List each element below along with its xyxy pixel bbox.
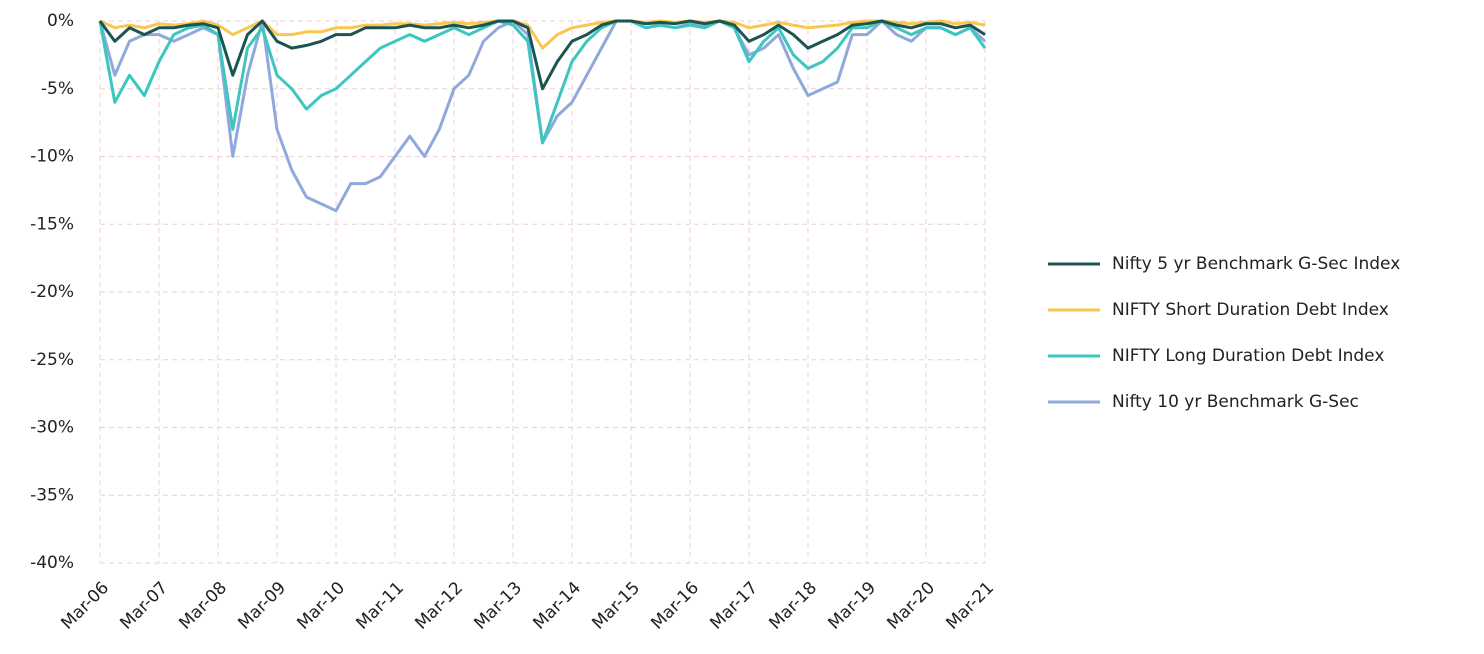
x-tick-label: Mar-06 xyxy=(57,578,113,634)
legend-label: Nifty 5 yr Benchmark G-Sec Index xyxy=(1112,254,1400,274)
legend-label: NIFTY Long Duration Debt Index xyxy=(1112,346,1384,366)
x-tick-label: Mar-16 xyxy=(647,578,703,634)
line xyxy=(98,19,986,91)
x-tick-label: Mar-15 xyxy=(588,578,644,634)
x-tick-label: Mar-08 xyxy=(175,578,231,634)
x-tick-label: Mar-14 xyxy=(529,578,585,634)
x-tick-label: Mar-17 xyxy=(706,578,762,634)
y-tick-label: -30% xyxy=(30,418,74,438)
x-tick-label: Mar-20 xyxy=(883,578,939,634)
x-tick-label: Mar-12 xyxy=(411,578,467,634)
y-tick-label: -5% xyxy=(41,79,74,99)
x-tick-label: Mar-21 xyxy=(942,578,998,634)
y-tick-label: 0% xyxy=(47,11,74,31)
x-tick-label: Mar-10 xyxy=(293,578,349,634)
y-tick-label: -35% xyxy=(30,485,74,505)
x-tick-label: Mar-11 xyxy=(352,578,408,634)
legend-label: NIFTY Short Duration Debt Index xyxy=(1112,300,1389,320)
y-tick-label: -25% xyxy=(30,350,74,370)
x-tick-label: Mar-18 xyxy=(765,578,821,634)
x-tick-label: Mar-19 xyxy=(824,578,880,634)
line xyxy=(98,19,987,145)
x-tick-label: Mar-07 xyxy=(116,578,172,634)
y-tick-label: -40% xyxy=(30,553,74,573)
y-tick-label: -15% xyxy=(30,214,74,234)
line xyxy=(99,19,986,50)
y-tick-label: -10% xyxy=(30,147,74,167)
legend-label: Nifty 10 yr Benchmark G-Sec xyxy=(1112,392,1359,412)
x-tick-label: Mar-13 xyxy=(470,578,526,634)
x-tick-label: Mar-09 xyxy=(234,578,290,634)
y-tick-label: -20% xyxy=(30,282,74,302)
